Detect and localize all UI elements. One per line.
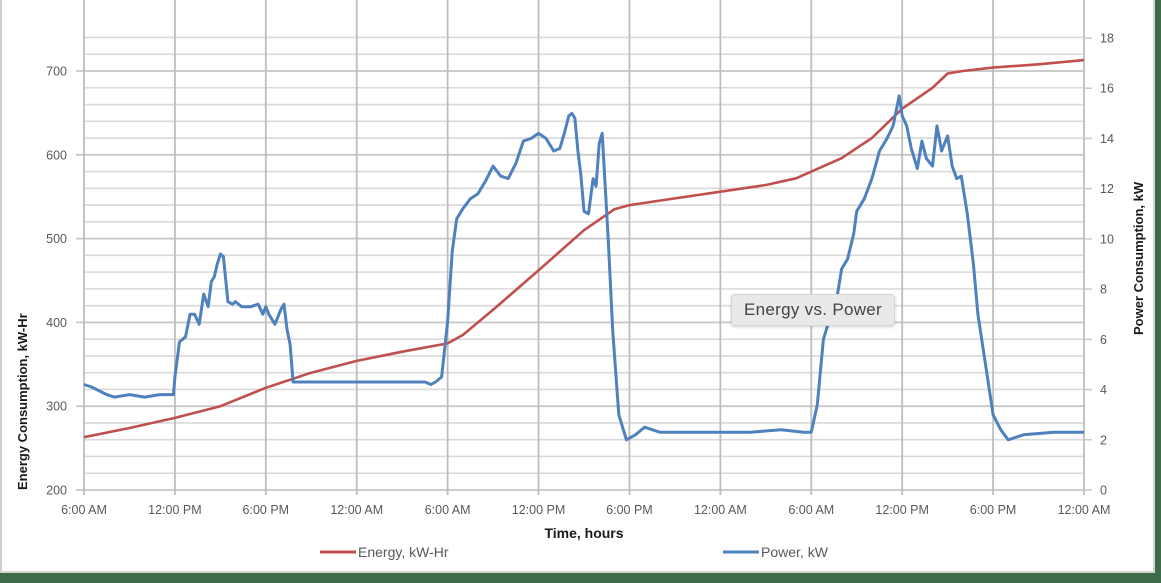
- chart-title-tooltip: Energy vs. Power: [731, 294, 896, 326]
- legend-item-energy[interactable]: Energy, kW-Hr: [320, 544, 449, 560]
- right-axis-tick-label: 6: [1100, 333, 1107, 347]
- x-axis-ticks: 6:00 AM 12:00 PM 6:00 PM 12:00 AM 6:00 AM 12:…: [61, 503, 1110, 517]
- right-axis-tick-label: 4: [1100, 383, 1107, 397]
- x-axis-tick-label: 6:00 PM: [606, 503, 653, 517]
- right-axis-tick-label: 0: [1100, 484, 1107, 498]
- x-axis-tick-label: 12:00 AM: [1058, 503, 1111, 517]
- major-gridlines: [76, 0, 1085, 495]
- x-axis-tick-label: 6:00 AM: [425, 503, 471, 517]
- minor-gridlines: [84, 36, 1084, 491]
- left-axis-tick-label: 300: [46, 400, 67, 414]
- left-axis-tick-label: 600: [46, 148, 67, 162]
- right-axis-tick-label: 8: [1100, 283, 1107, 297]
- chart-frame-left-edge: [0, 0, 2, 573]
- right-axis-tick-label: 12: [1100, 182, 1114, 196]
- right-axis-tick-label: 18: [1100, 32, 1114, 46]
- x-axis-tick-label: 6:00 AM: [61, 503, 107, 517]
- power-series-line[interactable]: [83, 94, 1084, 442]
- right-axis-tick-label: 14: [1100, 132, 1114, 146]
- y-right-axis-title: Power Consumption, kW: [1131, 181, 1146, 335]
- y-left-axis-title: Energy Consumption, kW-Hr: [15, 313, 30, 490]
- power-legend-label: Power, kW: [761, 544, 829, 560]
- x-axis-tick-label: 6:00 PM: [243, 503, 290, 517]
- energy-series-line[interactable]: [83, 58, 1085, 439]
- x-axis-tick-label: 6:00 AM: [788, 503, 834, 517]
- legend: Energy, kW-Hr Power, kW: [320, 544, 829, 560]
- legend-item-power[interactable]: Power, kW: [723, 544, 829, 560]
- left-axis-tick-label: 500: [46, 232, 67, 246]
- x-axis-tick-label: 12:00 PM: [148, 503, 202, 517]
- left-axis-ticks: 200 300 400 500 600 700: [46, 65, 67, 498]
- x-axis-tick-label: 12:00 PM: [512, 503, 566, 517]
- right-axis-ticks: 0 2 4 6 8 10 12 14 16 18: [1084, 32, 1114, 498]
- left-axis-tick-label: 400: [46, 316, 67, 330]
- x-axis-tick-label: 12:00 AM: [694, 503, 747, 517]
- left-axis-tick-label: 200: [46, 484, 67, 498]
- energy-legend-label: Energy, kW-Hr: [358, 544, 449, 560]
- right-axis-tick-label: 2: [1100, 433, 1107, 447]
- x-axis-tick-label: 12:00 PM: [875, 503, 929, 517]
- x-axis-title: Time, hours: [544, 525, 623, 541]
- left-axis-tick-label: 700: [46, 65, 67, 79]
- right-axis-tick-label: 16: [1100, 82, 1114, 96]
- x-axis-tick-label: 12:00 AM: [330, 503, 383, 517]
- right-axis-tick-label: 10: [1100, 232, 1114, 246]
- chart-frame: [0, 0, 1155, 573]
- x-axis-tick-label: 6:00 PM: [970, 503, 1017, 517]
